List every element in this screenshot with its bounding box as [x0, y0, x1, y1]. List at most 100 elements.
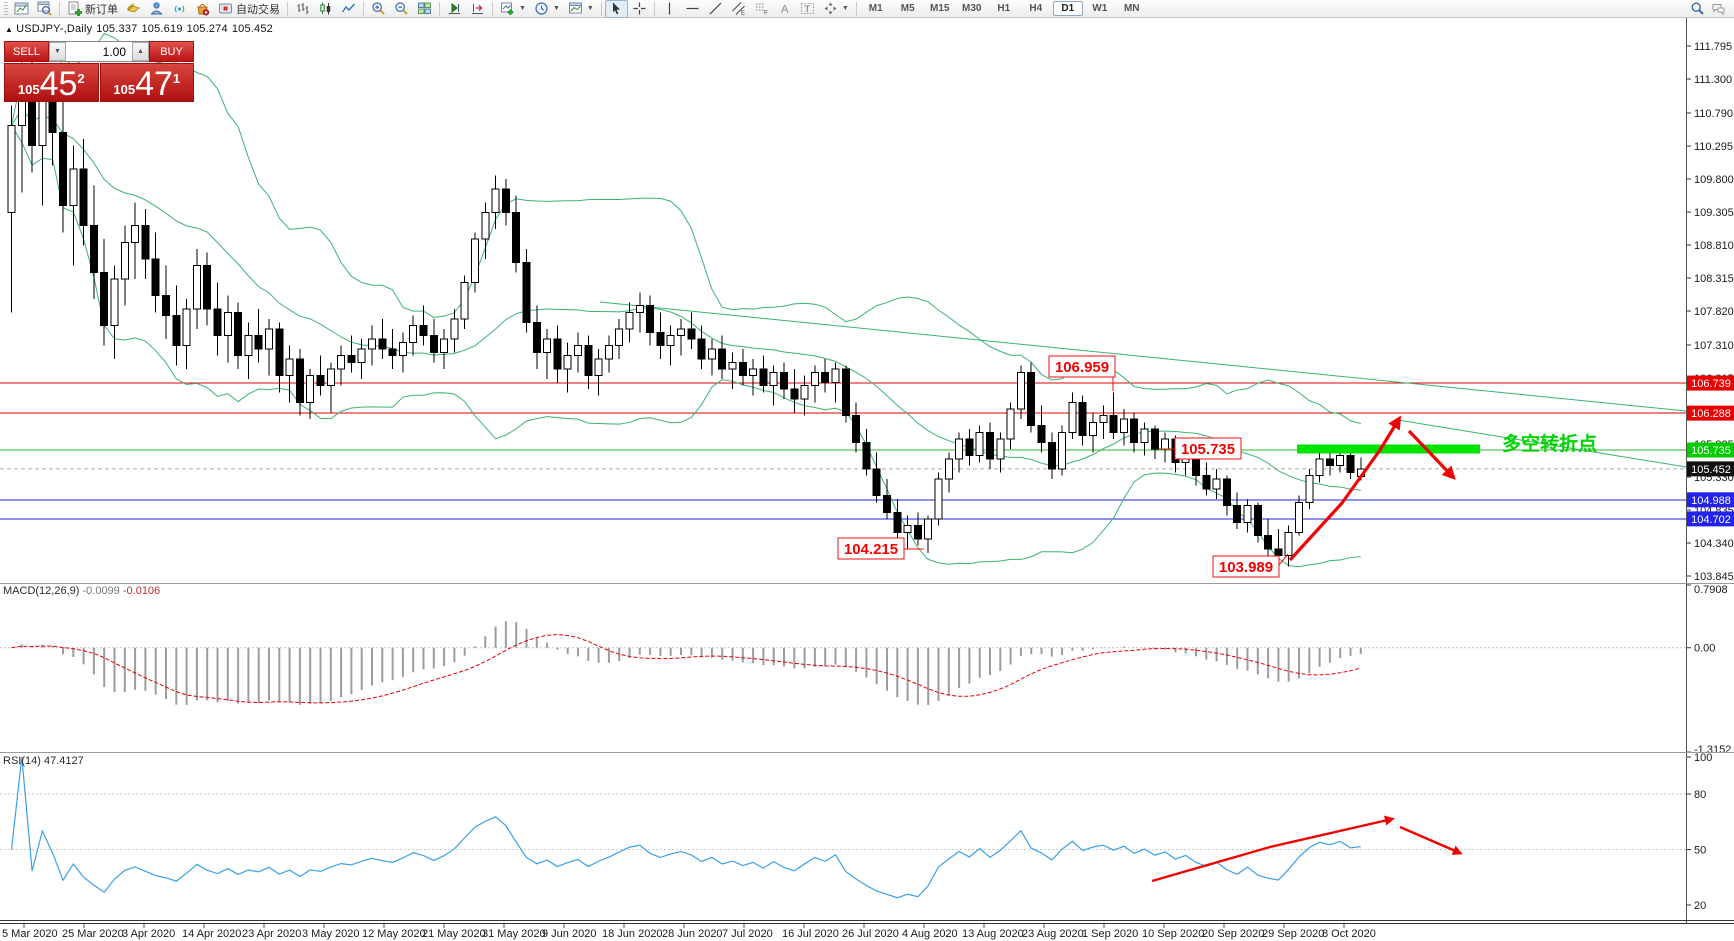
- trend-arrow[interactable]: [1399, 825, 1463, 855]
- timeframe-m15-button[interactable]: M15: [930, 3, 950, 14]
- autotrade-button[interactable]: 自动交易: [214, 0, 284, 18]
- timeframe-mn-button[interactable]: MN: [1123, 3, 1140, 14]
- timeframe-d1-button[interactable]: D1: [1052, 1, 1083, 16]
- templates-button[interactable]: ▼: [564, 0, 598, 18]
- tile-windows-button[interactable]: [413, 0, 436, 18]
- timeframe-w1-button[interactable]: W1: [1092, 3, 1108, 14]
- price-axis-badge-label: 104.702: [1691, 514, 1731, 526]
- price-annotation-box[interactable]: [1212, 555, 1280, 578]
- macd-name: MACD(12,26,9): [3, 585, 80, 597]
- chart-shift-button[interactable]: [466, 0, 489, 18]
- candle-body: [7, 125, 16, 213]
- sell-price-display[interactable]: 105 45 2: [4, 63, 99, 102]
- crosshair-tool-button[interactable]: [628, 0, 651, 18]
- candle-body: [831, 368, 840, 383]
- candle-body: [100, 271, 109, 327]
- zoom-out-button[interactable]: [390, 0, 413, 18]
- arrows-tool-button[interactable]: ▼: [819, 0, 853, 18]
- candle-body: [357, 348, 366, 363]
- text-label-tool-button[interactable]: T: [796, 0, 819, 18]
- candle-body: [821, 371, 830, 383]
- trendline-tool-button[interactable]: [704, 0, 727, 18]
- trend-arrow[interactable]: [1288, 415, 1402, 562]
- periods-button[interactable]: ▼: [530, 0, 564, 18]
- buy-button[interactable]: BUY: [149, 41, 194, 62]
- price-axis-label: 109.305: [1694, 207, 1734, 219]
- candle-body: [965, 438, 974, 457]
- toolbar-separator: [492, 1, 493, 16]
- candle-body: [893, 511, 902, 533]
- candle-body: [666, 335, 675, 347]
- market-icon: [197, 4, 210, 16]
- candle-body: [1006, 408, 1015, 440]
- candle-body: [780, 371, 788, 390]
- bar-chart-button[interactable]: [291, 0, 314, 18]
- candle-body: [1099, 415, 1108, 423]
- horizontal-line-tool-button[interactable]: [681, 0, 704, 18]
- auto-scroll-button[interactable]: [443, 0, 466, 18]
- line-chart-icon: [341, 3, 355, 13]
- cursor-tool-button[interactable]: [604, 0, 628, 18]
- new-chart-button[interactable]: [10, 0, 33, 18]
- search-icon[interactable]: [1690, 1, 1705, 16]
- metaeditor-button[interactable]: [122, 0, 145, 18]
- quote-symbol: USDJPY-,Daily: [16, 23, 93, 35]
- volume-value[interactable]: 1.00: [102, 44, 126, 59]
- new-order-button[interactable]: 新订单: [63, 0, 122, 18]
- price-axis-badge-label: 104.988: [1691, 495, 1731, 507]
- date-axis-label: 20 Sep 2020: [1202, 928, 1264, 940]
- add-indicator-icon: [501, 2, 514, 15]
- candle-body: [450, 318, 459, 340]
- trendline-object[interactable]: [599, 301, 1686, 412]
- market-button[interactable]: [191, 0, 214, 18]
- indicators-button[interactable]: ▼: [496, 0, 530, 18]
- price-annotation-text: 104.215: [844, 541, 898, 558]
- text-tool-button[interactable]: A: [773, 0, 796, 18]
- timeframe-m30-button[interactable]: M30: [962, 3, 982, 14]
- turning-point-zone[interactable]: [1297, 444, 1480, 454]
- volume-decrease-button[interactable]: ▼: [49, 42, 66, 61]
- candle-body: [872, 468, 881, 497]
- signals-button[interactable]: [168, 0, 191, 18]
- turning-point-text[interactable]: 多空转折点: [1502, 432, 1597, 455]
- rsi-value: 47.4127: [43, 755, 84, 767]
- toolbar-grip[interactable]: [4, 1, 8, 16]
- sell-button[interactable]: SELL: [4, 41, 49, 62]
- line-chart-button[interactable]: [337, 0, 360, 18]
- trend-arrow[interactable]: [1407, 429, 1456, 480]
- text-icon: A: [781, 4, 789, 16]
- buy-price-display[interactable]: 105 47 1: [99, 63, 194, 102]
- price-annotation-box[interactable]: [1174, 437, 1242, 460]
- toolbar-separator: [59, 1, 60, 16]
- candle-body: [862, 441, 871, 470]
- volume-increase-button[interactable]: ▲: [132, 42, 149, 61]
- candle-chart-button[interactable]: [314, 0, 337, 18]
- chat-icon[interactable]: [1711, 1, 1726, 16]
- equidistant-channel-tool-button[interactable]: E: [727, 0, 750, 18]
- candle-body: [790, 388, 799, 400]
- timeframe-h4-button[interactable]: H4: [1029, 3, 1043, 14]
- price-axis-label: 108.810: [1694, 240, 1734, 252]
- fibonacci-tool-button[interactable]: F: [750, 0, 773, 18]
- candle-body: [934, 478, 943, 520]
- candle-body: [172, 315, 181, 347]
- timeframe-m1-button[interactable]: M1: [868, 3, 883, 14]
- community-button[interactable]: [145, 0, 168, 18]
- candle-body: [481, 211, 490, 240]
- trendline-object[interactable]: [1397, 419, 1686, 468]
- rsi-axis-label: 100: [1694, 752, 1712, 764]
- price-annotation-box[interactable]: [837, 537, 905, 560]
- candle-body: [1058, 431, 1067, 470]
- profiles-button[interactable]: [33, 0, 56, 18]
- price-axis-badge: [1687, 461, 1734, 477]
- price-axis-label: 107.820: [1694, 306, 1734, 318]
- timeframe-m5-button[interactable]: M5: [900, 3, 915, 14]
- trend-arrow[interactable]: [1151, 815, 1395, 883]
- zoom-in-button[interactable]: [367, 0, 390, 18]
- candle-body: [1346, 455, 1355, 473]
- price-annotation-box[interactable]: [1048, 355, 1116, 378]
- timeframe-h1-button[interactable]: H1: [997, 3, 1011, 14]
- candle-body: [429, 335, 438, 353]
- vertical-line-tool-button[interactable]: [658, 0, 681, 18]
